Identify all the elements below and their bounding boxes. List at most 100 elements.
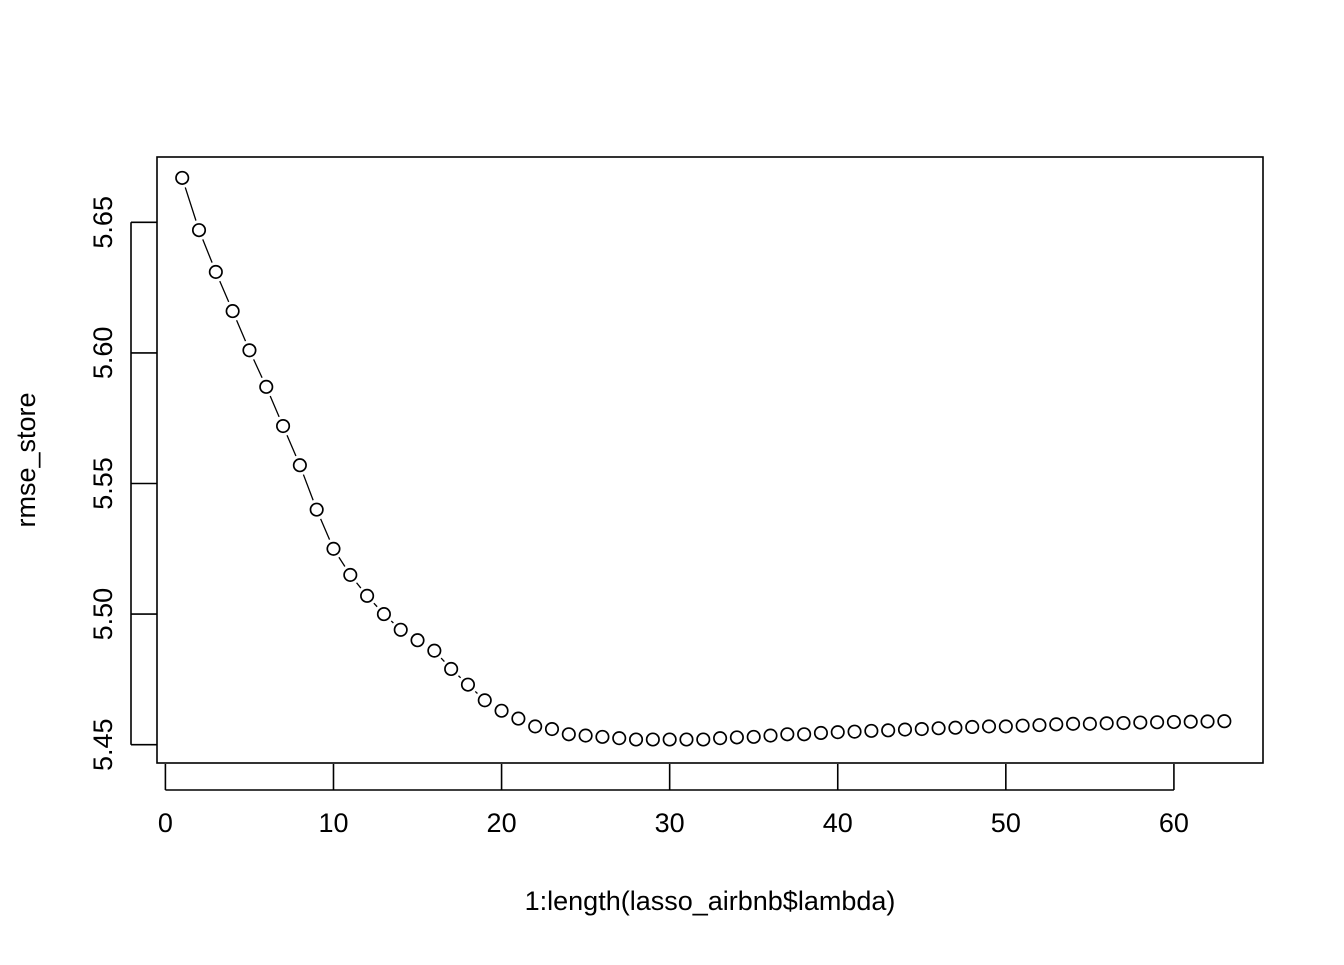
connector-segment [184,187,197,221]
connector-segment [356,582,362,589]
connector-segment [458,675,462,679]
data-point [309,502,324,517]
data-point [998,719,1013,734]
data-point [628,732,644,747]
data-point [645,732,660,747]
connector-segment [338,556,346,567]
data-point [410,633,425,648]
data-point [511,711,526,726]
y-axis-label: rmse_store [11,392,41,527]
x-axis-label: 1:length(lasso_airbnb$lambda) [525,886,896,916]
data-point [1082,716,1097,731]
data-point [746,729,761,744]
x-tick-label: 0 [158,808,173,838]
data-point [1032,718,1047,733]
data-point [1183,714,1198,729]
data-point [225,304,240,319]
data-point [897,722,913,737]
data-point [864,723,879,738]
data-point [544,721,560,737]
data-point [1217,714,1232,729]
y-tick-label: 5.60 [88,327,118,380]
data-point [494,703,509,718]
data-point [948,720,963,735]
x-tick-label: 20 [487,808,517,838]
data-point [1200,714,1215,729]
data-point [1099,716,1114,731]
data-point [1116,715,1131,731]
y-tick-label: 5.65 [88,196,118,249]
plot-frame [156,156,1264,764]
data-point [729,730,744,745]
connector-segment [440,657,445,663]
data-point [376,607,391,622]
x-tick-label: 30 [655,808,685,838]
data-point [830,725,845,740]
connector-segment [302,474,314,501]
series-connector-line [184,187,478,694]
data-point [763,728,778,743]
x-tick-label: 50 [991,808,1021,838]
data-point [662,732,677,747]
y-tick-label: 5.55 [88,457,118,510]
data-points [175,170,1232,747]
data-point [981,719,997,734]
connector-segment [235,320,247,342]
data-point [1049,717,1064,732]
data-point [931,721,946,736]
data-point [393,622,408,637]
data-point [713,731,728,746]
data-point [1015,718,1030,733]
data-point [276,418,291,434]
data-point [561,727,576,742]
data-point [208,264,223,279]
data-point [813,725,828,741]
data-point [528,719,543,734]
data-point [578,728,593,743]
x-tick-label: 40 [823,808,853,838]
x-tick-label: 10 [318,808,348,838]
data-point [242,343,257,358]
data-point [696,732,711,747]
data-point [881,723,896,738]
connector-segment [390,620,394,624]
connector-segment [253,359,263,379]
connector-segment [373,602,378,608]
data-point [1066,716,1081,731]
data-point [1133,715,1148,730]
data-point [259,379,274,394]
data-point [444,661,459,677]
y-tick-label: 5.45 [88,718,118,771]
connector-segment [219,280,230,303]
data-point [679,732,694,747]
data-point [292,458,307,473]
y-axis: 5.45 5.50 5.55 5.60 5.65 [88,196,157,771]
data-point [343,567,358,582]
data-point [360,588,375,603]
data-point [1166,714,1181,730]
data-point [460,677,476,692]
data-point [595,729,610,744]
connector-segment [202,239,213,263]
data-point [797,727,812,742]
data-point [427,643,442,658]
data-point [477,693,492,708]
data-point [326,541,341,556]
connector-segment [286,434,297,457]
data-point [847,724,862,739]
data-point [1150,715,1165,730]
x-axis: 0 10 20 30 40 50 60 [158,764,1189,838]
x-tick-label: 60 [1159,808,1189,838]
data-point [914,721,929,737]
connector-segment [320,518,331,540]
data-point [612,731,627,746]
connector-segment [474,690,478,694]
connector-segment [269,395,280,418]
data-point [175,170,190,185]
data-point [780,727,795,742]
data-point [191,223,207,238]
data-point [965,719,980,735]
y-tick-label: 5.50 [88,588,118,641]
